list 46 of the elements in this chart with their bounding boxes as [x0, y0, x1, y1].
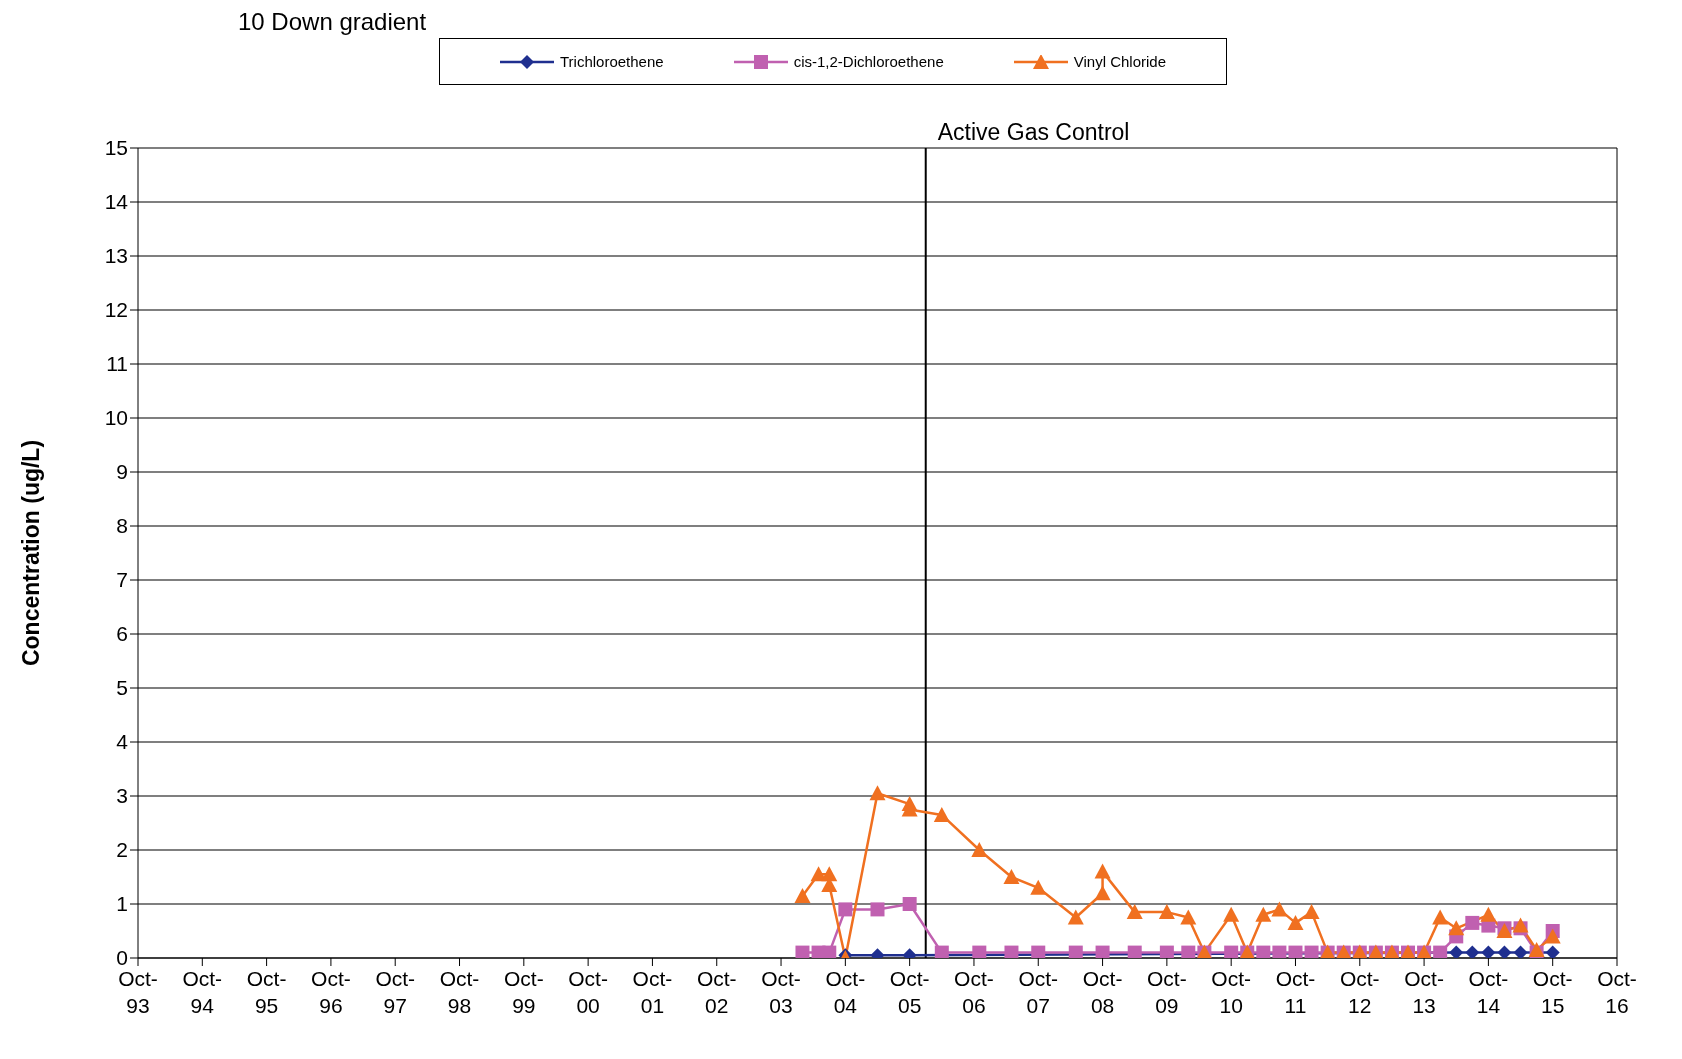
- x-tick-label: Oct-01: [632, 967, 673, 1017]
- x-tick-label: Oct-10: [1211, 967, 1252, 1017]
- x-tick-label: Oct-00: [568, 967, 608, 1017]
- y-tick-label: 0: [116, 946, 128, 970]
- x-tick-label: Oct-97: [375, 967, 416, 1017]
- legend-label: Trichloroethene: [559, 53, 664, 70]
- x-tick-label: Oct-11: [1275, 967, 1316, 1017]
- x-tick-label: Oct-12: [1339, 967, 1380, 1017]
- y-tick-label: 15: [104, 136, 128, 160]
- x-tick-label: Oct-96: [311, 967, 351, 1017]
- legend-label: cis-1,2-Dichloroethene: [793, 53, 944, 70]
- x-tick-label: Oct-98: [439, 967, 480, 1017]
- ref-line-label: Active Gas Control: [937, 119, 1130, 145]
- x-tick-label: Oct-05: [889, 967, 930, 1017]
- y-tick-label: 5: [116, 676, 128, 700]
- y-tick-label: 11: [106, 352, 128, 376]
- x-tick-label: Oct-99: [503, 967, 544, 1017]
- x-tick-label: Oct-06: [954, 967, 994, 1017]
- x-tick-label: Oct-16: [1597, 967, 1637, 1017]
- x-tick-label: Oct-04: [825, 967, 866, 1017]
- y-tick-label: 6: [116, 622, 128, 646]
- y-tick-label: 3: [116, 784, 128, 808]
- y-tick-label: 1: [116, 892, 128, 916]
- x-tick-label: Oct-15: [1532, 967, 1573, 1017]
- y-tick-label: 12: [104, 298, 128, 322]
- x-tick-label: Oct-03: [761, 967, 801, 1017]
- x-tick-label: Oct-95: [246, 967, 287, 1017]
- y-tick-label: 9: [116, 460, 128, 484]
- y-tick-label: 14: [104, 190, 129, 214]
- y-tick-label: 8: [116, 514, 128, 538]
- x-tick-label: Oct-07: [1018, 967, 1059, 1017]
- y-tick-label: 13: [104, 244, 128, 268]
- x-tick-label: Oct-14: [1468, 967, 1509, 1017]
- x-tick-label: Oct-13: [1404, 967, 1444, 1017]
- y-axis-title: Concentration (ug/L): [18, 439, 45, 667]
- x-tick-label: Oct-02: [696, 967, 737, 1017]
- y-tick-label: 2: [116, 838, 128, 862]
- x-tick-label: Oct-09: [1147, 967, 1187, 1017]
- y-tick-label: 10: [104, 406, 128, 430]
- legend-label: Vinyl Chloride: [1073, 53, 1167, 70]
- x-tick-label: Oct-94: [182, 967, 223, 1017]
- y-tick-label: 4: [116, 730, 129, 754]
- chart-title: 10 Down gradient: [238, 8, 427, 36]
- y-tick-label: 7: [116, 568, 128, 592]
- x-tick-label: Oct-08: [1082, 967, 1123, 1017]
- x-tick-label: Oct-93: [118, 967, 158, 1017]
